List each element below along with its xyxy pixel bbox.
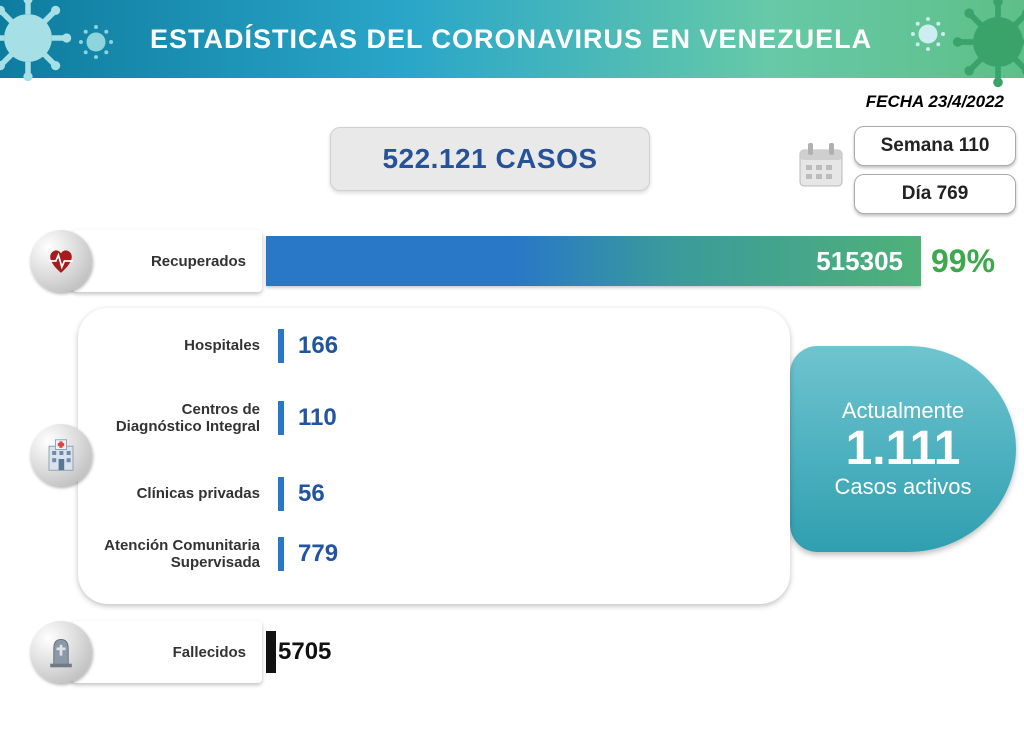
breakdown-tick: [278, 477, 284, 511]
header-title: ESTADÍSTICAS DEL CORONAVIRUS EN VENEZUEL…: [150, 24, 872, 55]
recovered-value: 515305: [816, 246, 903, 277]
deceased-label: Fallecidos: [72, 621, 262, 683]
breakdown-row: Hospitales 166: [98, 320, 338, 372]
calendar-icon: [796, 140, 846, 195]
breakdown-tick: [278, 537, 284, 571]
date-label: FECHA 23/4/2022: [866, 92, 1004, 112]
breakdown-label: Centros de Diagnóstico Integral: [98, 401, 278, 436]
active-bottom-label: Casos activos: [835, 474, 972, 500]
virus-icon: [0, 0, 74, 84]
breakdown-label: Clínicas privadas: [98, 485, 278, 502]
breakdown-row: Centros de Diagnóstico Integral 110: [98, 392, 337, 444]
breakdown-tick: [278, 401, 284, 435]
breakdown-value: 779: [298, 540, 338, 568]
active-value: 1.111: [846, 424, 961, 474]
virus-icon: [950, 0, 1024, 90]
heart-icon: [30, 230, 92, 292]
recovered-bar: 515305: [266, 236, 921, 286]
recovered-row: Recuperados 515305 99%: [30, 230, 1006, 292]
deceased-bar: [266, 631, 276, 673]
active-top-label: Actualmente: [842, 398, 964, 424]
breakdown-value: 56: [298, 480, 325, 508]
recovered-percent: 99%: [921, 243, 1006, 280]
hospital-icon: [30, 424, 92, 486]
virus-icon: [908, 14, 948, 54]
recovered-label: Recuperados: [72, 230, 262, 292]
breakdown-label: Atención Comunitaria Supervisada: [98, 537, 278, 572]
breakdown-value: 166: [298, 332, 338, 360]
breakdown-value: 110: [298, 404, 337, 432]
virus-icon: [76, 22, 116, 62]
day-pill: Día 769: [854, 174, 1016, 214]
week-day-column: Semana 110 Día 769: [854, 126, 1016, 214]
deceased-value: 5705: [278, 638, 331, 666]
breakdown-row: Atención Comunitaria Supervisada 779: [98, 528, 338, 580]
breakdown-row: Clínicas privadas 56: [98, 468, 325, 520]
total-cases-pill: 522.121 CASOS: [330, 127, 650, 191]
active-cases-bubble: Actualmente 1.111 Casos activos: [790, 346, 1016, 552]
header-bar: ESTADÍSTICAS DEL CORONAVIRUS EN VENEZUEL…: [0, 0, 1024, 78]
tombstone-icon: [30, 621, 92, 683]
breakdown-label: Hospitales: [98, 337, 278, 354]
deceased-row: Fallecidos 5705: [30, 620, 331, 684]
breakdown-tick: [278, 329, 284, 363]
week-pill: Semana 110: [854, 126, 1016, 166]
